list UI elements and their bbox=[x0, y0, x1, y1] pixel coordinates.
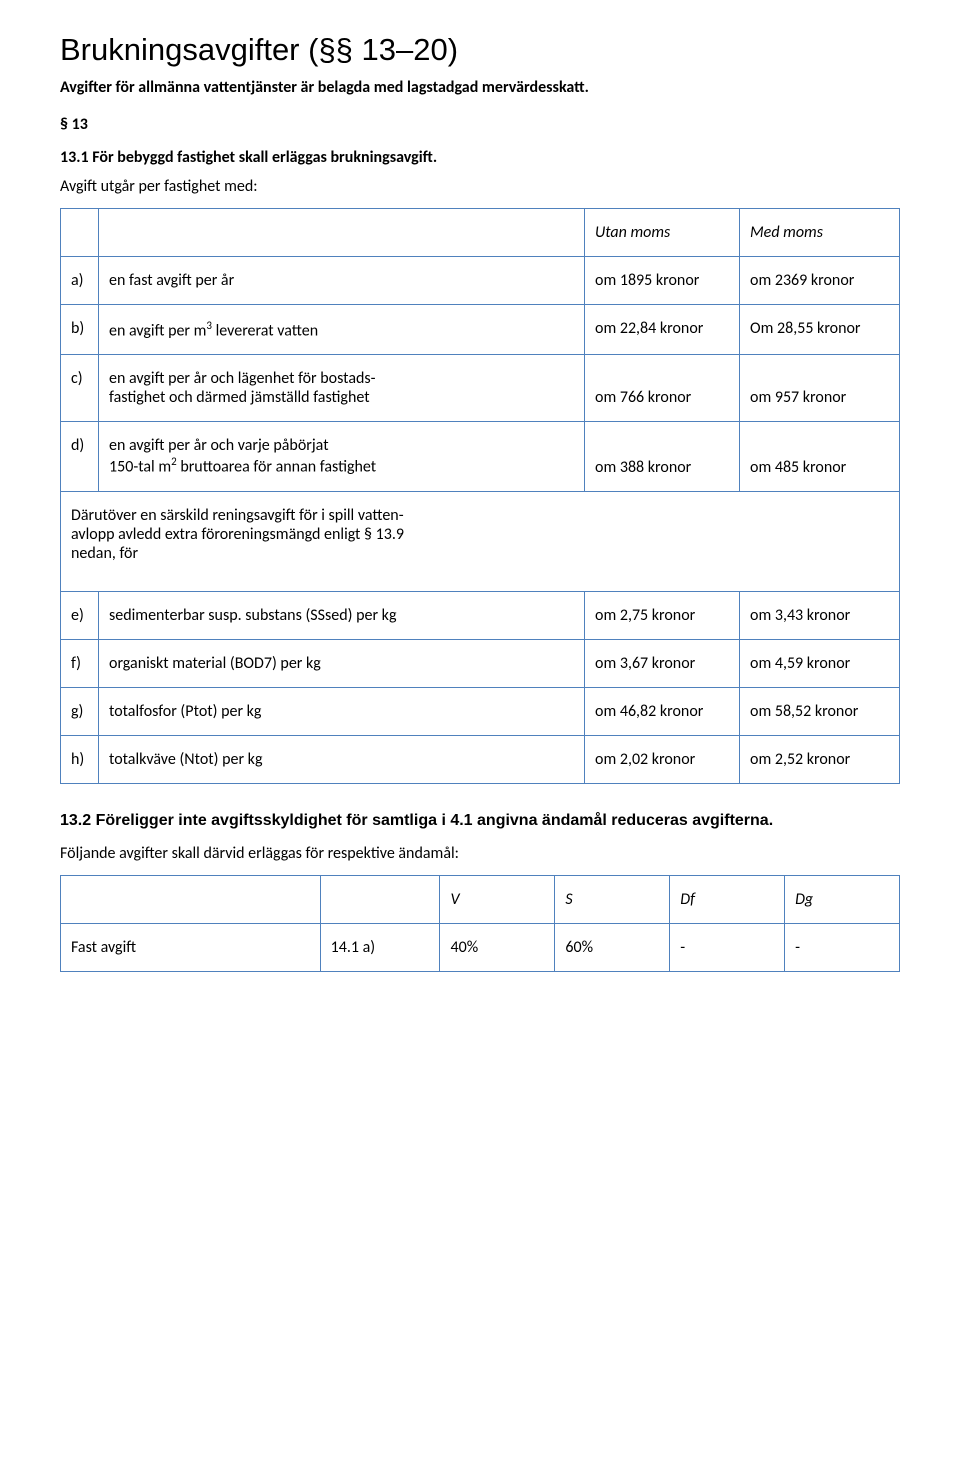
header-empty bbox=[61, 875, 321, 923]
table-row: g) totalfosfor (Ptot) per kg om 46,82 kr… bbox=[61, 687, 900, 735]
section-13-2-text: Följande avgifter skall därvid erläggas … bbox=[60, 844, 900, 863]
row-desc: organiskt material (BOD7) per kg bbox=[99, 639, 585, 687]
table-row: b) en avgift per m3 levererat vatten om … bbox=[61, 305, 900, 355]
header-empty bbox=[320, 875, 440, 923]
header-df: Df bbox=[670, 875, 785, 923]
row-key: f) bbox=[61, 639, 99, 687]
table-mid-text-row: Därutöver en särskild reningsavgift för … bbox=[61, 491, 900, 591]
section-13-label: § 13 bbox=[60, 115, 900, 134]
row-key: d) bbox=[61, 422, 99, 491]
row-desc: en avgift per år och varje påbörjat150-t… bbox=[99, 422, 585, 491]
row-key: h) bbox=[61, 735, 99, 783]
row-med: om 2369 kronor bbox=[740, 257, 900, 305]
page-title: Brukningsavgifter (§§ 13–20) bbox=[60, 32, 900, 68]
header-empty-1 bbox=[61, 209, 99, 257]
row-desc: en avgift per m3 levererat vatten bbox=[99, 305, 585, 355]
table-row: Fast avgift 14.1 a) 40% 60% - - bbox=[61, 923, 900, 971]
table-row: c) en avgift per år och lägenhet för bos… bbox=[61, 355, 900, 422]
header-s: S bbox=[555, 875, 670, 923]
row-med: om 2,52 kronor bbox=[740, 735, 900, 783]
table-row: e) sedimenterbar susp. substans (SSsed) … bbox=[61, 591, 900, 639]
row-med: om 485 kronor bbox=[740, 422, 900, 491]
row-v: 40% bbox=[440, 923, 555, 971]
row-med: om 3,43 kronor bbox=[740, 591, 900, 639]
row-desc: totalfosfor (Ptot) per kg bbox=[99, 687, 585, 735]
row-df: - bbox=[670, 923, 785, 971]
row-ref: 14.1 a) bbox=[320, 923, 440, 971]
row-utan: om 388 kronor bbox=[585, 422, 740, 491]
fee-table: Utan moms Med moms a) en fast avgift per… bbox=[60, 208, 900, 784]
row-utan: om 46,82 kronor bbox=[585, 687, 740, 735]
row-key: e) bbox=[61, 591, 99, 639]
row-s: 60% bbox=[555, 923, 670, 971]
row-key: b) bbox=[61, 305, 99, 355]
section-13-intro: Avgift utgår per fastighet med: bbox=[60, 177, 900, 196]
subtitle: Avgifter för allmänna vattentjänster är … bbox=[60, 78, 900, 97]
section-13-2-heading: 13.2 Föreligger inte avgiftsskyldighet f… bbox=[60, 812, 900, 830]
row-med: om 957 kronor bbox=[740, 355, 900, 422]
row-med: om 4,59 kronor bbox=[740, 639, 900, 687]
header-med-moms: Med moms bbox=[740, 209, 900, 257]
header-v: V bbox=[440, 875, 555, 923]
table-row: d) en avgift per år och varje påbörjat15… bbox=[61, 422, 900, 491]
row-utan: om 766 kronor bbox=[585, 355, 740, 422]
section-13-1: 13.1 För bebyggd fastighet skall erlägga… bbox=[60, 148, 900, 167]
header-empty-2 bbox=[99, 209, 585, 257]
header-utan-moms: Utan moms bbox=[585, 209, 740, 257]
table-header-row: Utan moms Med moms bbox=[61, 209, 900, 257]
row-desc: sedimenterbar susp. substans (SSsed) per… bbox=[99, 591, 585, 639]
row-utan: om 2,75 kronor bbox=[585, 591, 740, 639]
mid-text: Därutöver en särskild reningsavgift för … bbox=[61, 491, 900, 591]
row-key: g) bbox=[61, 687, 99, 735]
row-key: c) bbox=[61, 355, 99, 422]
table-header-row: V S Df Dg bbox=[61, 875, 900, 923]
header-dg: Dg bbox=[785, 875, 900, 923]
row-utan: om 22,84 kronor bbox=[585, 305, 740, 355]
table-row: a) en fast avgift per år om 1895 kronor … bbox=[61, 257, 900, 305]
row-dg: - bbox=[785, 923, 900, 971]
row-desc: totalkväve (Ntot) per kg bbox=[99, 735, 585, 783]
row-utan: om 3,67 kronor bbox=[585, 639, 740, 687]
row-label: Fast avgift bbox=[61, 923, 321, 971]
row-utan: om 2,02 kronor bbox=[585, 735, 740, 783]
table-row: f) organiskt material (BOD7) per kg om 3… bbox=[61, 639, 900, 687]
row-med: Om 28,55 kronor bbox=[740, 305, 900, 355]
row-key: a) bbox=[61, 257, 99, 305]
row-desc: en fast avgift per år bbox=[99, 257, 585, 305]
row-desc: en avgift per år och lägenhet för bostad… bbox=[99, 355, 585, 422]
table-row: h) totalkväve (Ntot) per kg om 2,02 kron… bbox=[61, 735, 900, 783]
row-utan: om 1895 kronor bbox=[585, 257, 740, 305]
row-med: om 58,52 kronor bbox=[740, 687, 900, 735]
bottom-table: V S Df Dg Fast avgift 14.1 a) 40% 60% - … bbox=[60, 875, 900, 972]
